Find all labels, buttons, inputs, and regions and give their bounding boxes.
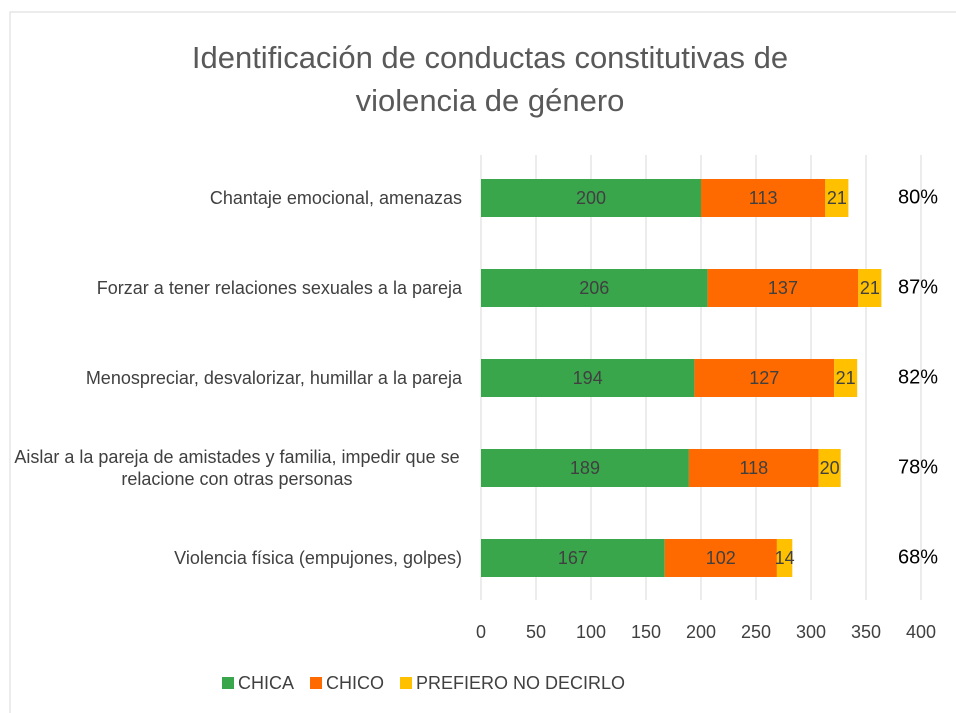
bar-segment	[707, 269, 859, 307]
bar-segment	[694, 359, 835, 397]
x-tick-label: 400	[906, 622, 936, 642]
value-label: 20	[820, 458, 840, 478]
value-label: 189	[570, 458, 600, 478]
category-label: Menospreciar, desvalorizar, humillar a l…	[12, 367, 462, 389]
value-label: 14	[775, 548, 795, 568]
value-label: 118	[739, 458, 768, 478]
x-tick-label: 200	[686, 622, 716, 642]
bar-segment	[834, 359, 858, 397]
value-label: 21	[860, 278, 880, 298]
value-label: 21	[836, 368, 856, 388]
legend-label: PREFIERO NO DECIRLO	[416, 673, 625, 693]
chart-title: Identificación de conductas constitutiva…	[192, 40, 788, 118]
annotation: 78%	[898, 456, 938, 478]
value-label: 200	[576, 188, 606, 208]
bar-segment	[701, 179, 826, 217]
category-text: Menospreciar, desvalorizar, humillar a l…	[85, 368, 462, 388]
annotation: 82%	[898, 366, 938, 388]
bar-segment	[858, 269, 882, 307]
value-label: 206	[579, 278, 609, 298]
category-text: Chantaje emocional, amenazas	[209, 188, 462, 208]
x-tick-label: 300	[796, 622, 826, 642]
category-text: Violencia física (empujones, golpes)	[174, 548, 462, 568]
value-label: 102	[706, 548, 736, 568]
category-label: Aislar a la pareja de amistades y famili…	[12, 446, 462, 490]
x-tick-label: 0	[476, 622, 486, 642]
legend-label: CHICA	[238, 673, 294, 693]
category-text: Forzar a tener relaciones sexuales a la …	[96, 278, 462, 298]
annotation: 80%	[898, 186, 938, 208]
bar-segment	[481, 539, 665, 577]
x-tick-label: 50	[526, 622, 546, 642]
chart-border	[9, 11, 956, 713]
value-label: 137	[768, 278, 798, 298]
legend-swatch	[310, 677, 323, 689]
category-label: Forzar a tener relaciones sexuales a la …	[12, 277, 462, 299]
value-label: 113	[749, 188, 778, 208]
category-label: Chantaje emocional, amenazas	[12, 187, 462, 209]
bar-segment	[825, 179, 849, 217]
bar-segment	[481, 359, 695, 397]
value-label: 167	[558, 548, 588, 568]
legend-swatch	[222, 677, 234, 689]
value-label: 127	[749, 368, 779, 388]
category-text: Aislar a la pareja de amistades y famili…	[14, 447, 460, 489]
x-tick-label: 250	[741, 622, 771, 642]
bar-segment	[776, 539, 793, 577]
category-label: Violencia física (empujones, golpes)	[12, 547, 462, 569]
annotation: 68%	[898, 546, 938, 568]
bar-segment	[664, 539, 777, 577]
bar-segment	[481, 269, 708, 307]
legend-swatch	[400, 677, 413, 689]
x-tick-label: 150	[631, 622, 661, 642]
x-tick-label: 350	[851, 622, 881, 642]
annotation: 87%	[898, 276, 938, 298]
bar-segment	[818, 449, 841, 487]
bar-segment	[481, 179, 701, 217]
x-tick-label: 100	[576, 622, 606, 642]
legend-label: CHICO	[326, 673, 384, 693]
bar-segment	[688, 449, 819, 487]
value-label: 21	[827, 188, 847, 208]
value-label: 194	[573, 368, 603, 388]
bar-segment	[481, 449, 689, 487]
